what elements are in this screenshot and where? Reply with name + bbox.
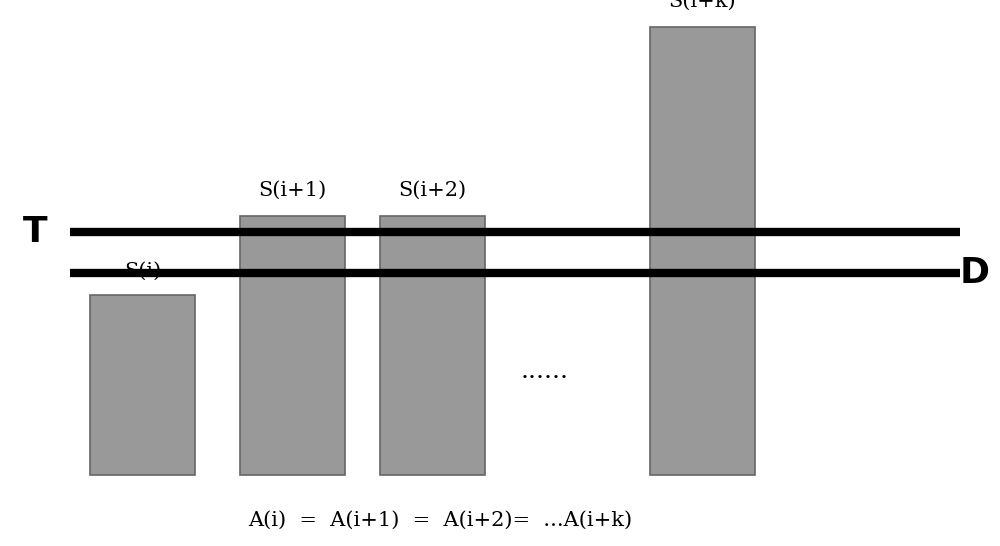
Text: D: D (960, 256, 990, 290)
Text: A(i)  =  A(i+1)  =  A(i+2)=  ...A(i+k): A(i) = A(i+1) = A(i+2)= ...A(i+k) (248, 511, 632, 530)
Bar (380, 216, 485, 475)
Bar (240, 216, 345, 475)
Text: T: T (23, 215, 47, 249)
Text: S(i+2): S(i+2) (398, 180, 467, 199)
Bar (90, 295, 195, 475)
Text: S(i+1): S(i+1) (258, 180, 327, 199)
Text: ......: ...... (521, 360, 569, 383)
Text: S(i+k): S(i+k) (669, 0, 736, 11)
Text: S(i): S(i) (124, 262, 161, 281)
Bar (650, 27, 755, 475)
